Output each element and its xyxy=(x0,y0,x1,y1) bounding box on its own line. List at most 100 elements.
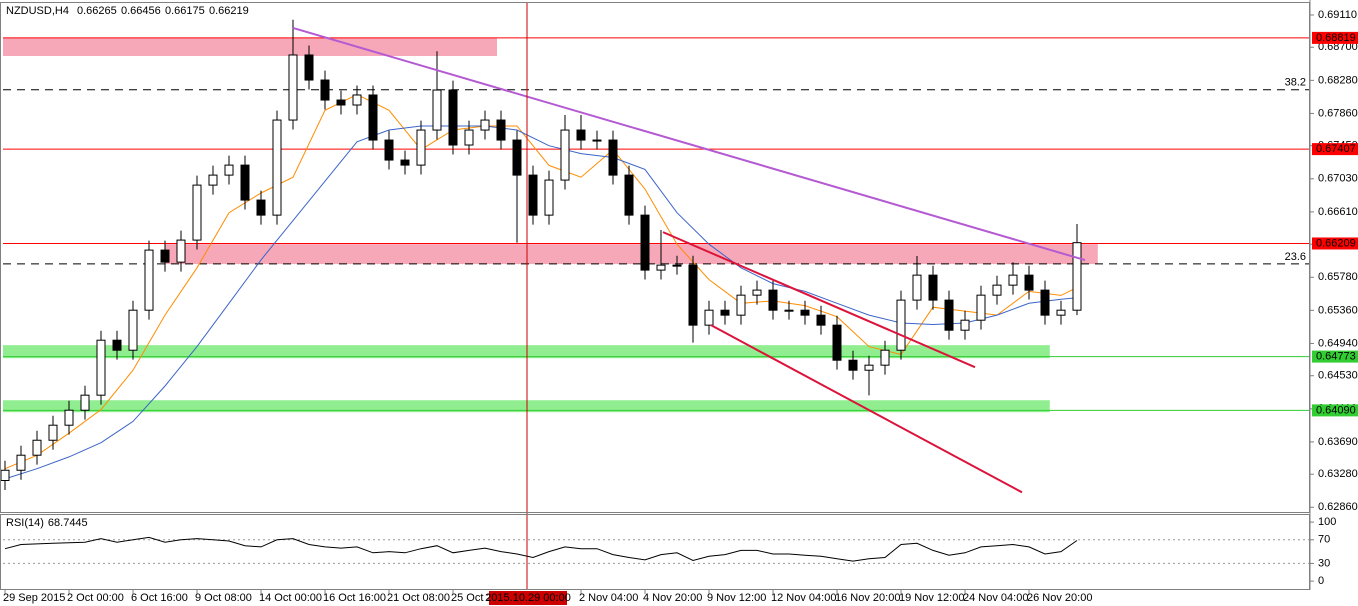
rsi-tick-label: 100 xyxy=(1318,516,1336,528)
trendline xyxy=(662,231,976,369)
candle-body xyxy=(272,119,282,216)
header-price: 0.66456 xyxy=(121,5,161,17)
candle-body xyxy=(768,289,778,311)
y-tick-label: 0.64530 xyxy=(1318,370,1358,382)
candle-body xyxy=(256,199,266,216)
candle-body xyxy=(784,309,794,312)
candle-body xyxy=(208,174,218,186)
candle-body xyxy=(0,469,10,481)
candle-body xyxy=(464,129,474,146)
rsi-tick-label: 0 xyxy=(1318,575,1324,587)
moving-average xyxy=(4,125,1078,480)
level-label-bg xyxy=(1312,350,1358,363)
candle-body xyxy=(944,299,954,331)
trendline xyxy=(710,324,1023,494)
candle-body xyxy=(656,264,666,271)
header-price: 0.66219 xyxy=(209,5,249,17)
y-tick-label: 0.68280 xyxy=(1318,74,1358,86)
candle-body xyxy=(240,164,250,201)
candle-body xyxy=(864,364,874,371)
fib-label: 38.2 xyxy=(1285,77,1306,89)
y-tick-label: 0.67030 xyxy=(1318,173,1358,185)
x-tick-label: 21 Oct 08:00 xyxy=(387,592,450,604)
y-tick-label: 0.64940 xyxy=(1318,337,1358,349)
candle-body xyxy=(736,294,746,316)
candle-body xyxy=(896,299,906,351)
trendlines xyxy=(292,3,1086,590)
y-tick-label: 0.65360 xyxy=(1318,304,1358,316)
x-tick-label: 14 Oct 00:00 xyxy=(259,592,322,604)
candle-body xyxy=(112,339,122,351)
header-price: 0.66175 xyxy=(165,5,205,17)
x-tick-label: 9 Nov 12:00 xyxy=(707,592,766,604)
candle-body xyxy=(288,54,298,121)
level-label: 0.66209 xyxy=(1316,237,1356,249)
candles xyxy=(0,19,1082,490)
candle-body xyxy=(928,274,938,301)
candle-body xyxy=(448,89,458,146)
candle-body xyxy=(528,174,538,216)
symbol-title: NZDUSD,H4 xyxy=(6,5,69,17)
candle-body xyxy=(32,439,42,456)
rsi-line xyxy=(4,536,1078,562)
x-tick-label: 25 Oct 2 xyxy=(451,592,493,604)
candle-body xyxy=(192,184,202,241)
candle-body xyxy=(400,159,410,166)
candle-body xyxy=(352,94,362,106)
candle-body xyxy=(368,94,378,141)
x-tick-label: 19 Nov 12:00 xyxy=(899,592,964,604)
rsi-label: RSI(14) xyxy=(6,517,44,529)
candle-body xyxy=(912,274,922,301)
candle-body xyxy=(848,359,858,371)
rsi-tick-label: 30 xyxy=(1318,557,1330,569)
candle-body xyxy=(560,129,570,181)
y-tick-label: 0.66610 xyxy=(1318,206,1358,218)
y-tick-label: 0.63690 xyxy=(1318,436,1358,448)
candle-body xyxy=(416,129,426,166)
rsi-value: 68.7445 xyxy=(48,517,88,529)
trendline xyxy=(292,27,1086,262)
candle-body xyxy=(704,309,714,326)
candle-body xyxy=(672,264,682,267)
candle-body xyxy=(624,174,634,216)
candle-body xyxy=(480,119,490,131)
x-tick-label: 24 Nov 04:00 xyxy=(963,592,1028,604)
y-tick-label: 0.63280 xyxy=(1318,468,1358,480)
x-tick-label: 2 Nov 04:00 xyxy=(579,592,638,604)
candle-body xyxy=(752,289,762,296)
y-tick-label: 0.68700 xyxy=(1318,41,1358,53)
level-label: 0.67407 xyxy=(1316,143,1356,155)
candle-body xyxy=(432,89,442,131)
candle-body xyxy=(384,139,394,161)
candle-body xyxy=(512,139,522,176)
x-tick-label: 29 Sep 2015 xyxy=(3,592,65,604)
level-label: 0.64090 xyxy=(1316,404,1356,416)
y-tick-label: 0.62860 xyxy=(1318,501,1358,513)
crosshair-label: 2015.10.29 00:00 xyxy=(485,592,571,604)
candle-body xyxy=(640,214,650,271)
candle-body xyxy=(608,139,618,176)
labels: 0.68819 0.67407 0.66209 0.64773 0.64090 38.2 2… xyxy=(485,32,1358,605)
candle-body xyxy=(800,309,810,316)
candle-body xyxy=(80,394,90,411)
candle-body xyxy=(1008,274,1018,286)
level-label-bg xyxy=(1312,404,1358,417)
candle-body xyxy=(976,294,986,321)
zone xyxy=(3,400,1050,413)
candle-body xyxy=(496,119,506,141)
candle-body xyxy=(160,249,170,263)
zone xyxy=(165,244,1098,265)
x-tick-label: 16 Nov 20:00 xyxy=(835,592,900,604)
candle-body xyxy=(224,164,234,176)
x-tick-label: 26 Nov 20:00 xyxy=(1027,592,1092,604)
level-label-bg xyxy=(1312,143,1358,156)
x-tick-label: 16 Oct 16:00 xyxy=(323,592,386,604)
x-tick-label: 12 Nov 04:00 xyxy=(771,592,836,604)
candle-body xyxy=(1024,274,1034,291)
candle-body xyxy=(144,249,154,311)
candle-body xyxy=(688,264,698,326)
zones xyxy=(3,37,1098,413)
x-tick-label: 6 Oct 16:00 xyxy=(131,592,188,604)
